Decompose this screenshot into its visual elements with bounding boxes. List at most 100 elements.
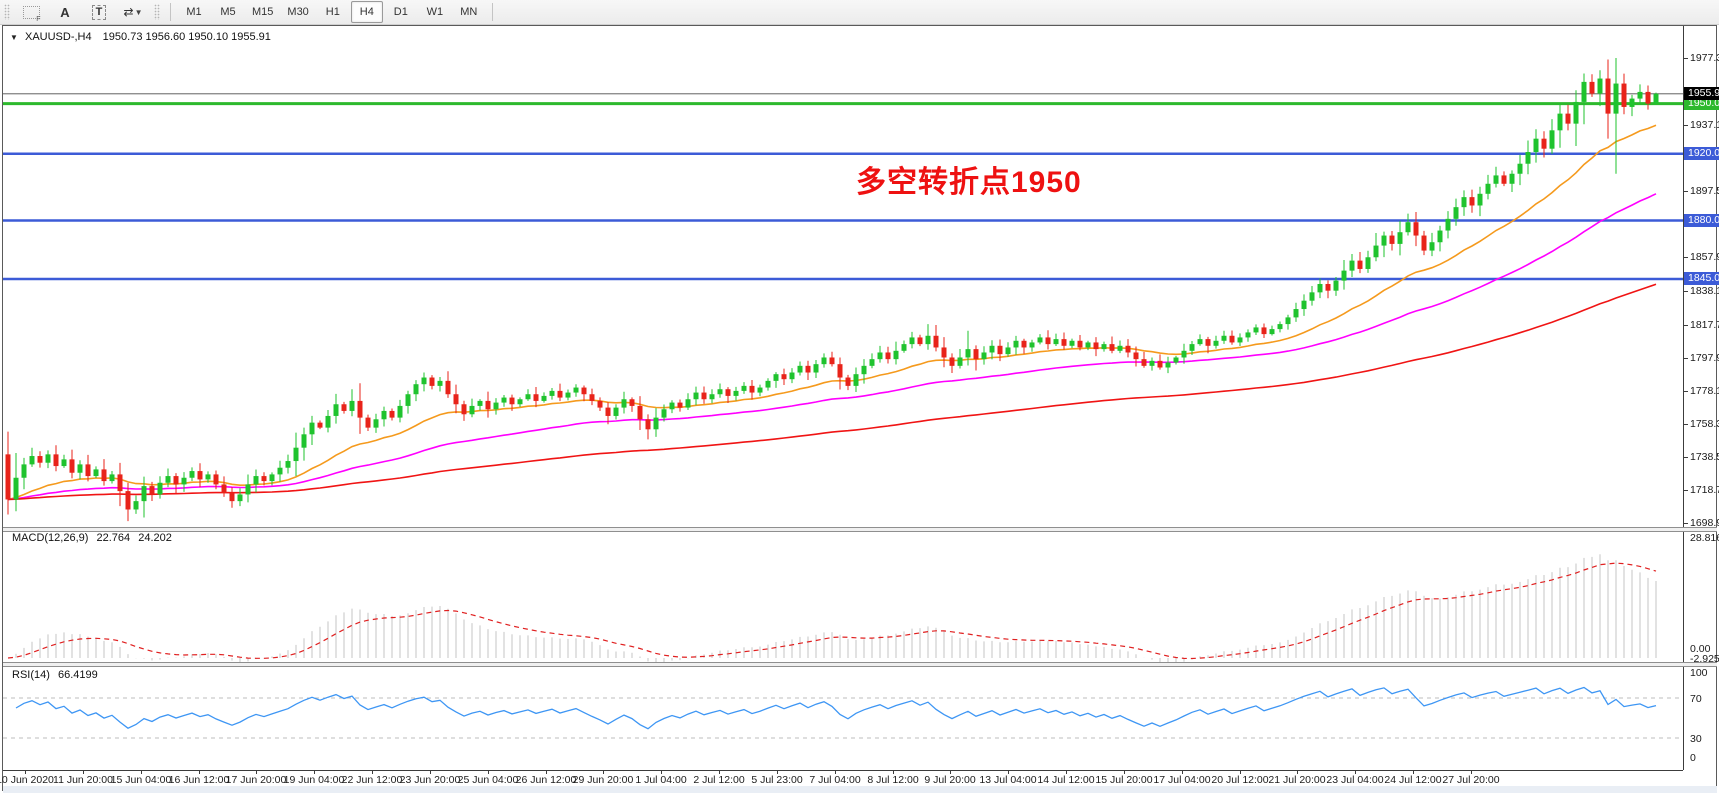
time-tick-label: 20 Jul 12:00	[1211, 774, 1269, 786]
time-tick-mark	[256, 770, 257, 774]
timeframe-button-h1[interactable]: H1	[325, 6, 340, 18]
timeframe-button-m5[interactable]: M5	[220, 6, 236, 18]
time-tick-label: 23 Jun 20:00	[399, 774, 461, 786]
time-tick-mark	[199, 770, 200, 774]
time-tick-label: 15 Jun 04:00	[110, 774, 172, 786]
price-level-badge: 1845.0	[1684, 272, 1719, 285]
toolbar: F A T ⇄ ▼ M1 M5 M15 M30 H1 H4 D1 W1 MN	[0, 0, 1719, 25]
time-tick-mark	[603, 770, 604, 774]
time-tick-mark	[1124, 770, 1125, 774]
macd-label: MACD(12,26,9) 22.764 24.202	[12, 532, 172, 544]
time-tick-label: 9 Jul 20:00	[924, 774, 976, 786]
timeframe-button-m1[interactable]: M1	[186, 6, 202, 18]
price-tick-mark	[1684, 291, 1688, 292]
price-axis-separator[interactable]	[1683, 26, 1684, 770]
time-tick-label: 24 Jul 12:00	[1384, 774, 1442, 786]
time-tick-mark	[546, 770, 547, 774]
time-tick-label: 2 Jul 12:00	[693, 774, 745, 786]
time-tick-label: 7 Jul 04:00	[809, 774, 861, 786]
time-tick-label: 8 Jul 12:00	[867, 774, 919, 786]
time-tick-mark	[719, 770, 720, 774]
time-tick-mark	[1182, 770, 1183, 774]
text-label-button[interactable]: T	[83, 1, 115, 23]
rsi-panel-splitter[interactable]	[3, 662, 1717, 667]
price-tick-mark	[1684, 325, 1688, 326]
price-tick-mark	[1684, 523, 1688, 524]
price-tick-mark	[1684, 191, 1688, 192]
price-tick-label: 1778.1	[1690, 385, 1719, 397]
time-tick-mark	[314, 770, 315, 774]
macd-indicator-chart[interactable]	[3, 528, 1683, 662]
time-tick-mark	[1008, 770, 1009, 774]
time-tick-mark	[83, 770, 84, 774]
time-tick-label: 13 Jul 04:00	[979, 774, 1037, 786]
time-tick-label: 10 Jun 2020	[0, 774, 54, 786]
text-label-icon: T	[91, 4, 107, 20]
time-tick-label: 19 Jun 04:00	[283, 774, 345, 786]
time-axis-border	[3, 770, 1683, 771]
timeframe-button-m15[interactable]: M15	[252, 6, 274, 18]
macd-axis-label: 0.00	[1690, 643, 1711, 655]
time-tick-mark	[835, 770, 836, 774]
font-tool-button[interactable]: A	[49, 1, 81, 23]
chart-grid-icon: F	[22, 5, 41, 23]
macd-panel-splitter[interactable]	[3, 527, 1717, 532]
toolbar-separator	[491, 3, 493, 21]
chart-grid-button[interactable]: F	[15, 1, 47, 23]
time-tick-label: 15 Jul 20:00	[1095, 774, 1153, 786]
toolbar-drag-grip[interactable]	[4, 4, 10, 20]
timeframe-group: M1 M5 M15 M30 H1 H4 D1 W1 MN	[177, 1, 486, 23]
arrows-tool-button[interactable]: ⇄ ▼	[117, 1, 149, 23]
time-tick-label: 25 Jun 04:00	[457, 774, 519, 786]
time-tick-mark	[1240, 770, 1241, 774]
timeframe-button-w1[interactable]: W1	[426, 6, 444, 18]
price-tick-label: 1797.9	[1690, 352, 1719, 364]
macd-axis-label: -2.925	[1690, 653, 1719, 665]
time-tick-mark	[777, 770, 778, 774]
time-tick-label: 27 Jul 20:00	[1442, 774, 1500, 786]
ohlc-values: 1950.73 1956.60 1950.10 1955.91	[102, 31, 271, 43]
toolbar-separator	[170, 3, 171, 21]
rsi-axis-label: 100	[1690, 667, 1708, 679]
font-tool-icon: A	[60, 4, 70, 20]
price-tick-mark	[1684, 257, 1688, 258]
macd-axis-label: 28.816	[1690, 532, 1719, 544]
time-tick-label: 17 Jun 20:00	[225, 774, 287, 786]
price-tick-label: 1937.1	[1690, 119, 1719, 131]
symbol-label: XAUUSD-,H4	[24, 31, 92, 43]
price-tick-mark	[1684, 424, 1688, 425]
price-tick-label: 1718.7	[1690, 484, 1719, 496]
time-tick-mark	[1413, 770, 1414, 774]
price-level-badge: 1920.0	[1684, 147, 1719, 160]
time-tick-label: 5 Jul 23:00	[751, 774, 803, 786]
chart-header: ▼ XAUUSD-,H4 1950.73 1956.60 1950.10 195…	[10, 31, 271, 43]
toolbar-group-grip[interactable]	[154, 4, 160, 20]
time-tick-mark	[1297, 770, 1298, 774]
rsi-label: RSI(14) 66.4199	[12, 669, 98, 681]
time-tick-label: 23 Jul 04:00	[1326, 774, 1384, 786]
timeframe-button-h4[interactable]: H4	[350, 1, 383, 23]
price-tick-mark	[1684, 125, 1688, 126]
price-tick-mark	[1684, 358, 1688, 359]
time-tick-mark	[1355, 770, 1356, 774]
collapse-icon[interactable]: ▼	[10, 33, 18, 42]
price-tick-mark	[1684, 457, 1688, 458]
timeframe-button-mn[interactable]: MN	[460, 6, 478, 18]
window-edge-strip	[3, 786, 1717, 793]
price-tick-label: 1758.3	[1690, 418, 1719, 430]
annotation-text: 多空转折点1950	[856, 166, 1082, 199]
price-level-badge: 1880.0	[1684, 214, 1719, 227]
timeframe-button-d1[interactable]: D1	[393, 6, 408, 18]
time-tick-label: 17 Jul 04:00	[1153, 774, 1211, 786]
candlestick-chart[interactable]	[3, 26, 1683, 527]
time-tick-label: 16 Jun 12:00	[168, 774, 230, 786]
time-tick-label: 14 Jul 12:00	[1037, 774, 1095, 786]
rsi-axis-label: 30	[1690, 733, 1702, 745]
time-tick-mark	[1471, 770, 1472, 774]
timeframe-button-m30[interactable]: M30	[287, 6, 309, 18]
price-tick-label: 1977.3	[1690, 52, 1719, 64]
rsi-indicator-chart[interactable]	[3, 666, 1683, 770]
price-tick-label: 1817.7	[1690, 319, 1719, 331]
time-tick-mark	[1066, 770, 1067, 774]
